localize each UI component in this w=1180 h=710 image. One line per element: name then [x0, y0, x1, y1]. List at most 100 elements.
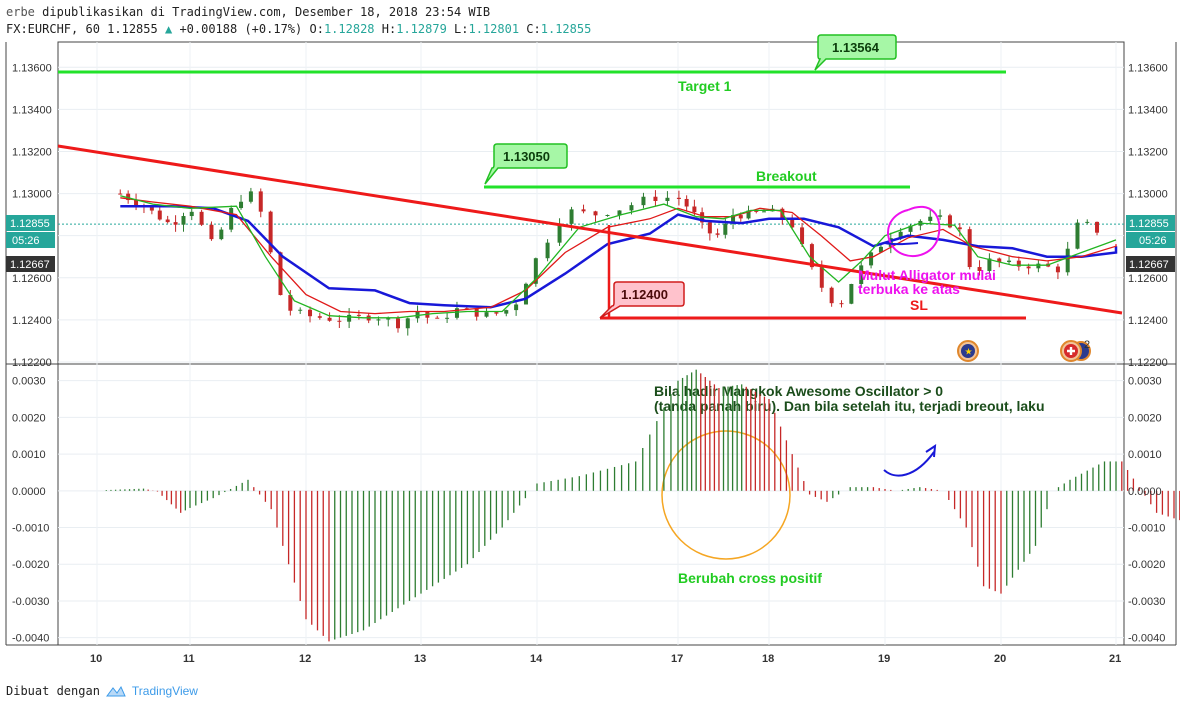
candle-body: [298, 309, 303, 311]
candle-body: [376, 319, 381, 321]
candle-body: [1085, 221, 1090, 223]
candle-body: [248, 191, 253, 202]
tradingview-brand[interactable]: TradingView: [131, 684, 198, 698]
chart-grid: [58, 42, 1124, 645]
candle-body: [684, 198, 689, 207]
candle-body: [761, 211, 766, 213]
candle-body: [629, 205, 634, 211]
made-with-label: Dibuat dengan: [6, 684, 100, 698]
ao-note-line2: (tanda panah biru). Dan bila setelah itu…: [654, 398, 1045, 414]
symbol-label: FX:EURCHF, 60: [6, 22, 100, 36]
candle-body: [715, 233, 720, 235]
candle-body: [1055, 266, 1060, 273]
candle-body: [386, 318, 391, 320]
alligator-note-line2: terbuka ke atas: [858, 281, 960, 297]
target-label: Target 1: [678, 78, 732, 94]
svg-text:05:26: 05:26: [12, 235, 40, 247]
candle-body: [938, 215, 943, 217]
event-icon[interactable]: ★: [957, 340, 979, 362]
publish-line: erbe dipublikasikan di TradingView.com, …: [6, 4, 591, 21]
current-price-badge-left: 1.12855 05:26: [6, 215, 55, 248]
ao-tick-left: -0.0020: [12, 559, 49, 571]
candle-body: [859, 265, 864, 284]
candle-body: [149, 207, 154, 211]
ao-tick-right: -0.0020: [1128, 559, 1165, 571]
ohlc-h-key: H:: [381, 22, 397, 36]
ohlc-l-value: 1.12801: [468, 22, 520, 36]
candle-body: [165, 219, 170, 223]
price-badges: 1.12855 05:26 1.12855 05:26 1.12667 1.12…: [6, 215, 1175, 272]
candle-body: [605, 214, 610, 216]
target-price-text: 1.13564: [832, 40, 880, 55]
candle-body: [1016, 260, 1021, 267]
candle-body: [1036, 263, 1041, 269]
symbol-line: FX:EURCHF, 60 1.12855 ▲ +0.00188 (+0.17%…: [6, 21, 591, 38]
candle-body: [239, 201, 244, 209]
svg-text:1.12855: 1.12855: [10, 218, 50, 230]
candle-body: [337, 320, 342, 322]
candle-body: [878, 246, 883, 253]
ao-tick-right: 0.0010: [1128, 449, 1162, 461]
trendline-down[interactable]: [57, 144, 1123, 315]
awesome-oscillator: [105, 369, 1180, 642]
price-tick-left: 1.13600: [12, 62, 52, 74]
candle-body: [134, 200, 139, 206]
candle-body: [494, 312, 499, 314]
chart-header: erbe dipublikasikan di TradingView.com, …: [6, 4, 591, 38]
candle-body: [533, 258, 538, 284]
candle-body: [229, 208, 234, 230]
candle-body: [731, 215, 736, 224]
candle-body: [593, 211, 598, 216]
alligator-circle: [887, 205, 941, 258]
candle-body: [464, 308, 469, 310]
price-tick-left: 1.12200: [12, 357, 52, 369]
ohlc-c-value: 1.12855: [540, 22, 592, 36]
event-icons-group[interactable]: 2: [1060, 339, 1091, 362]
candle-body: [557, 223, 562, 243]
footer: Dibuat dengan TradingView: [6, 684, 198, 698]
current-price-badge-right: 1.12855 05:26: [1126, 215, 1175, 248]
candle-body: [819, 267, 824, 288]
time-tick: 10: [90, 653, 102, 665]
breakout-price-callout[interactable]: 1.13050: [484, 143, 568, 185]
candle-body: [676, 197, 681, 199]
event-count: 2: [1084, 339, 1090, 351]
candle-body: [898, 231, 903, 239]
time-tick: 17: [671, 653, 683, 665]
candle-body: [327, 317, 332, 321]
candle-body: [199, 211, 204, 225]
alligator-price-badge-left: 1.12667: [6, 256, 55, 272]
price-tick-right: 1.12200: [1128, 357, 1168, 369]
candle-body: [396, 318, 400, 329]
candle-body: [653, 196, 658, 201]
alligator-price-badge-right: 1.12667: [1126, 256, 1175, 272]
sl-price-callout[interactable]: 1.12400: [599, 281, 685, 319]
candle-body: [977, 267, 982, 271]
up-arrow-icon: ▲: [164, 22, 173, 36]
publish-info: dipublikasikan di TradingView.com, Desem…: [42, 5, 491, 19]
candle-body: [356, 314, 361, 316]
candle-body: [126, 193, 131, 201]
candle-body: [746, 210, 751, 219]
ao-tick-right: -0.0010: [1128, 523, 1165, 535]
candle-body: [1007, 260, 1012, 263]
alligator-note-line1: Mulut Alligator mulai: [858, 267, 996, 283]
candle-body: [829, 287, 834, 304]
candle-body: [987, 258, 992, 271]
price-tick-right: 1.12400: [1128, 315, 1168, 327]
candle-body: [209, 224, 214, 240]
author-name[interactable]: erbe: [6, 5, 35, 19]
candle-body: [967, 229, 972, 268]
candle-body: [545, 242, 550, 259]
candle-body: [347, 314, 352, 322]
ao-tick-right: 0.0030: [1128, 376, 1162, 388]
candle-body: [738, 215, 743, 219]
breakout-price-text: 1.13050: [503, 149, 550, 164]
target-price-callout[interactable]: 1.13564: [814, 34, 897, 71]
price-tick-left: 1.13200: [12, 146, 52, 158]
drawings-layer: Target 1 Breakout SL 1.13564 1.13050 1.1…: [57, 34, 1123, 586]
candle-body: [947, 215, 952, 228]
chart-frame: [5, 41, 1177, 646]
candle-body: [523, 283, 528, 305]
chart-canvas[interactable]: Target 1 Breakout SL 1.13564 1.13050 1.1…: [0, 0, 1180, 680]
